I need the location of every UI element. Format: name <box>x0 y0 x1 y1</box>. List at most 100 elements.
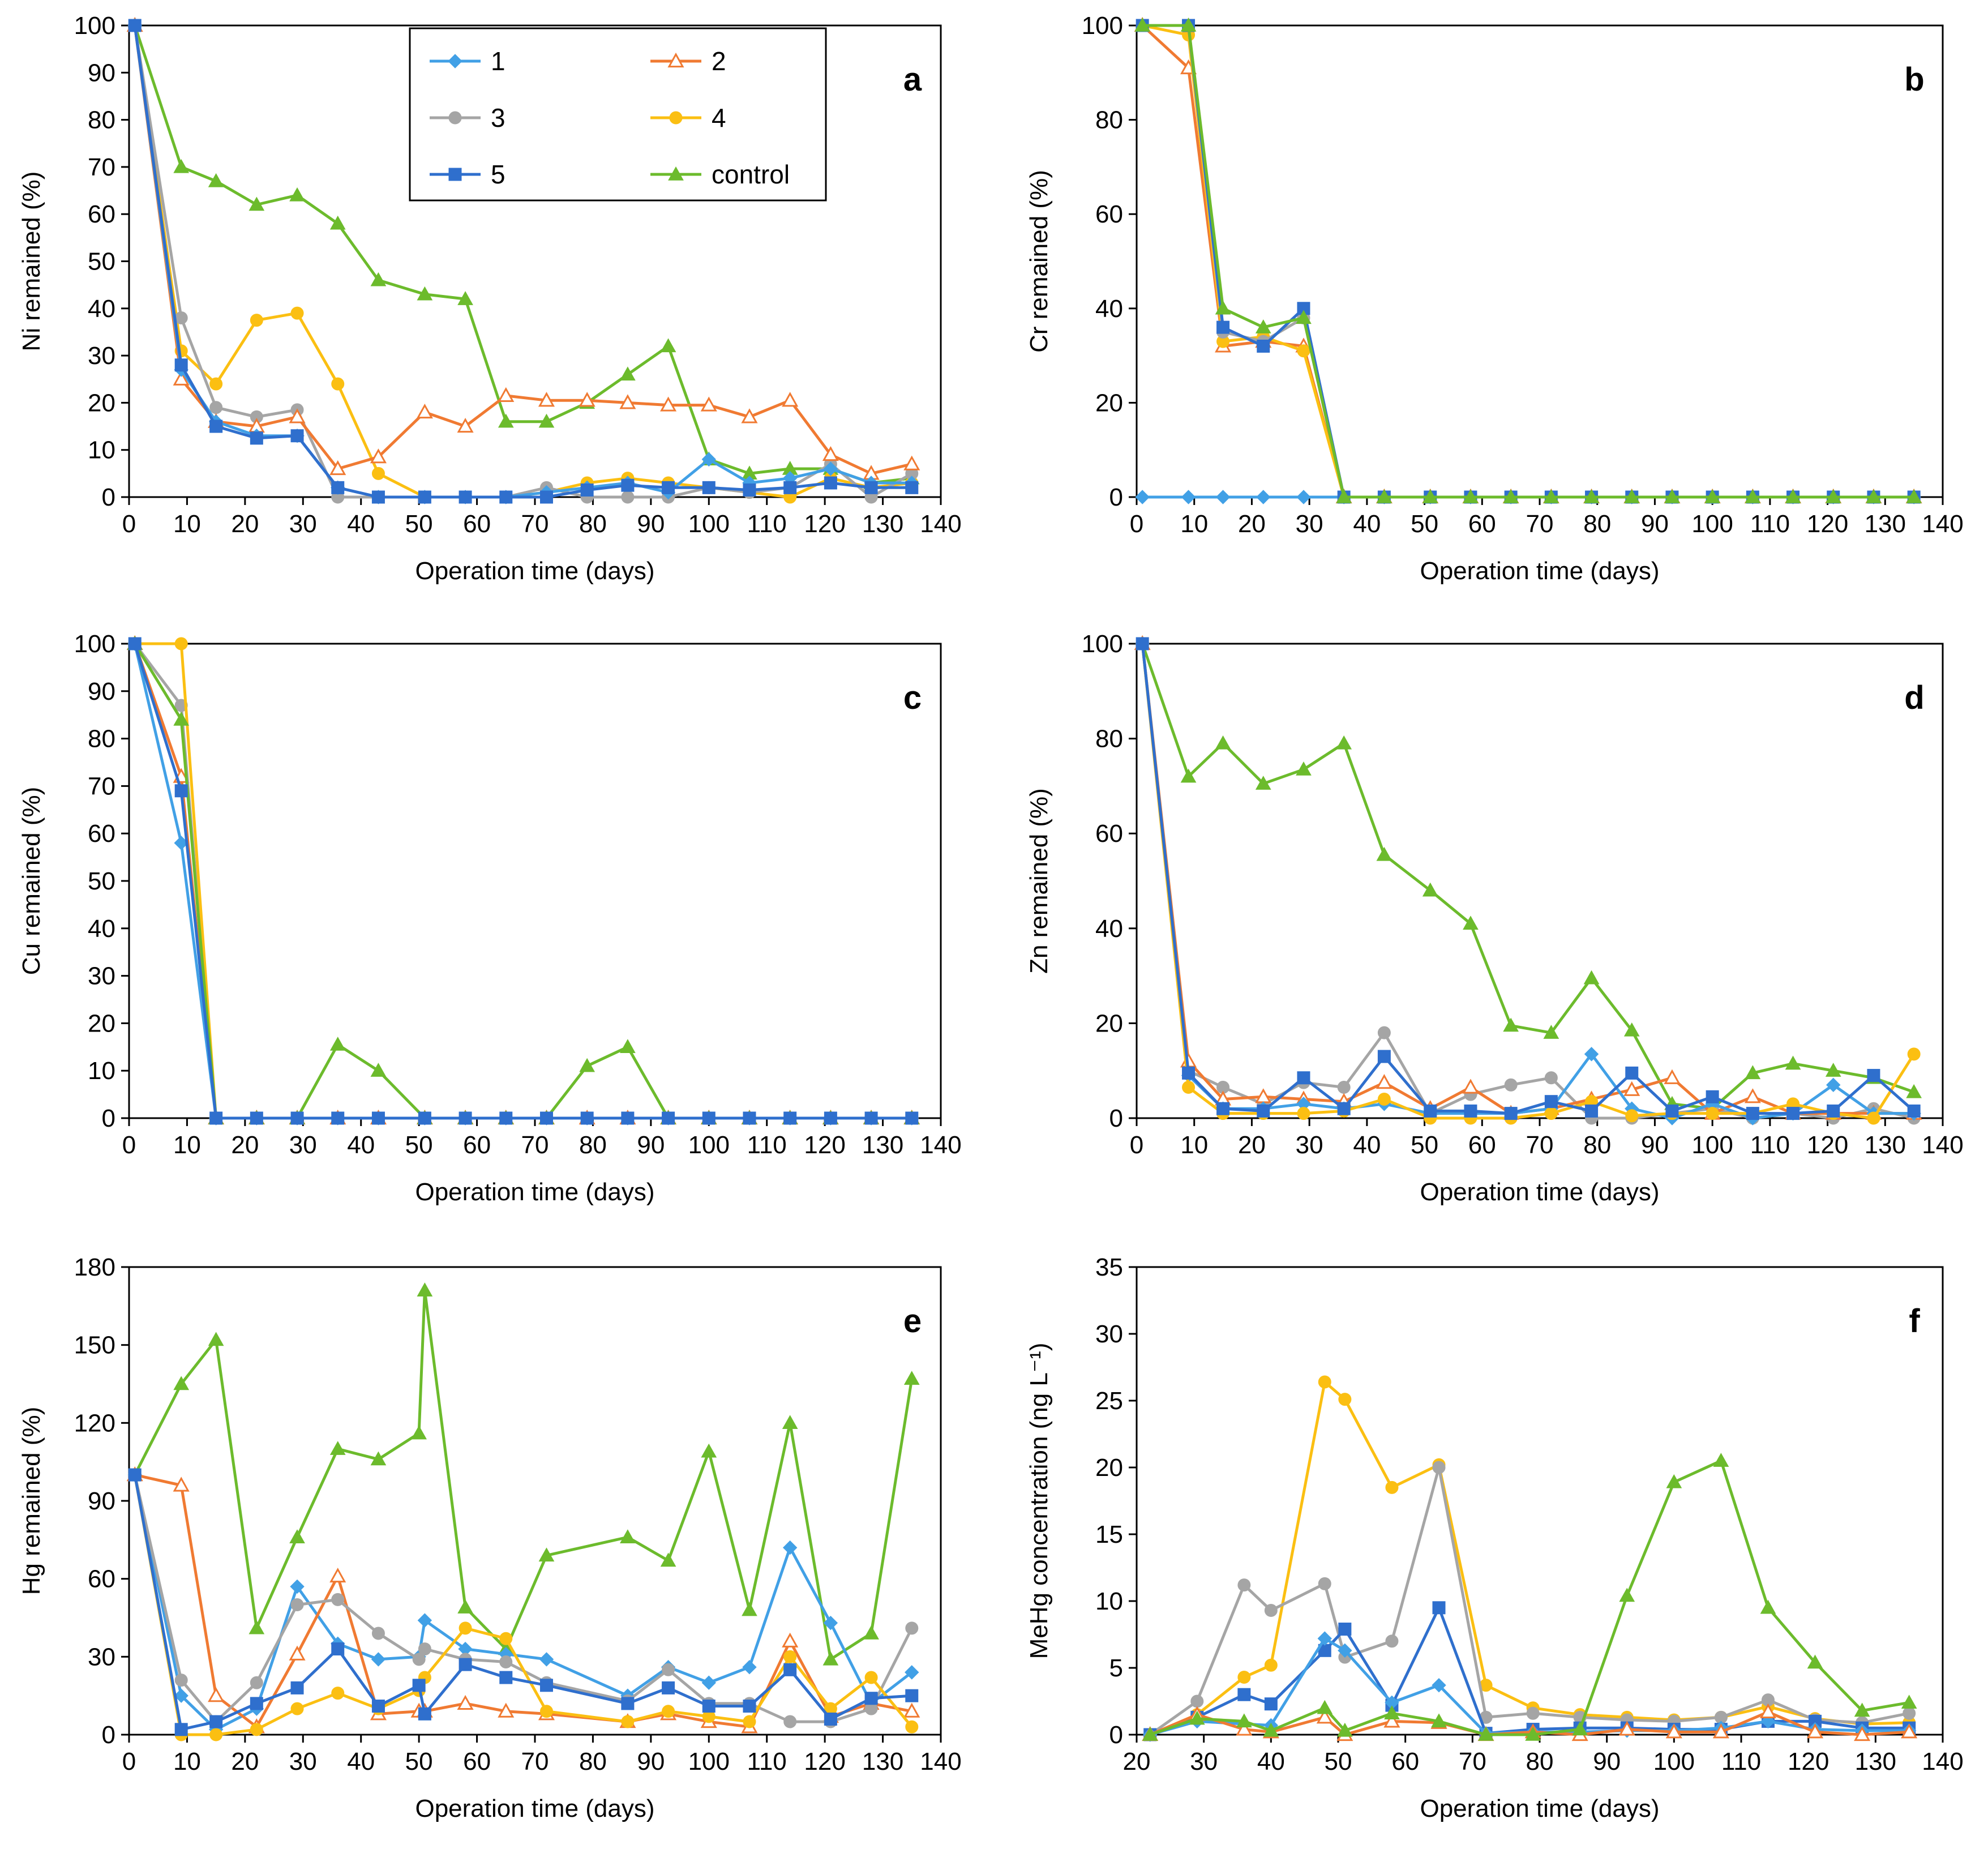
x-tick-label-f: 130 <box>1855 1748 1896 1775</box>
series-line-e-control <box>133 1289 914 1661</box>
data-point-e-2 <box>329 1567 346 1583</box>
data-point-a-5 <box>783 481 797 494</box>
x-tick-label-b: 20 <box>1238 510 1266 538</box>
data-point-d-2 <box>1462 1079 1479 1094</box>
x-tick-label-d: 30 <box>1296 1131 1323 1159</box>
x-tick-label-d: 130 <box>1865 1131 1906 1159</box>
data-point-f-3 <box>1903 1706 1916 1720</box>
series-line-a-5 <box>133 25 912 499</box>
x-tick-label-c: 60 <box>463 1131 491 1159</box>
y-tick-label-d: 80 <box>1095 725 1123 753</box>
data-point-e-control <box>903 1371 920 1385</box>
series-line-a-control <box>133 25 912 485</box>
series-line-e-3 <box>133 1474 914 1723</box>
x-tick-label-a: 40 <box>347 510 375 538</box>
x-tick-label-f: 50 <box>1325 1748 1352 1775</box>
data-point-c-5 <box>371 1111 385 1125</box>
data-point-a-2 <box>457 417 474 433</box>
data-point-f-5 <box>1338 1623 1352 1636</box>
x-tick-label-c: 90 <box>637 1131 665 1159</box>
x-tick-label-e: 30 <box>289 1748 317 1775</box>
y-tick-label-d: 20 <box>1095 1009 1123 1037</box>
series-line-e-5 <box>133 1474 912 1731</box>
legend-label-3: 3 <box>491 103 505 132</box>
x-tick-label-f: 30 <box>1190 1748 1218 1775</box>
y-tick-label-c: 100 <box>74 630 115 658</box>
x-tick-label-d: 20 <box>1238 1131 1266 1159</box>
data-point-a-control <box>538 413 555 428</box>
y-tick-label-e: 90 <box>88 1487 115 1515</box>
data-point-d-5 <box>1867 1069 1880 1082</box>
x-tick-label-d: 90 <box>1641 1131 1669 1159</box>
x-tick-label-b: 10 <box>1180 510 1208 538</box>
x-tick-label-e: 20 <box>231 1748 259 1775</box>
data-point-f-2 <box>1901 1723 1918 1739</box>
data-point-d-5 <box>1377 1050 1391 1063</box>
data-point-e-control <box>822 1651 839 1666</box>
series-f-3 <box>1143 1461 1916 1741</box>
data-point-c-control <box>579 1058 595 1072</box>
data-point-e-control <box>173 1376 190 1390</box>
data-point-c-control <box>173 712 190 726</box>
y-tick-label-a: 70 <box>88 153 115 181</box>
y-tick-label-b: 20 <box>1095 389 1123 417</box>
data-point-f-control <box>1713 1453 1729 1467</box>
data-point-e-2 <box>289 1645 306 1661</box>
data-point-e-control <box>208 1332 224 1346</box>
data-point-e-control <box>289 1529 305 1543</box>
data-point-d-control <box>1583 970 1600 985</box>
data-point-a-2 <box>498 387 515 403</box>
x-tick-label-c: 0 <box>122 1131 136 1159</box>
data-point-a-4 <box>250 314 263 327</box>
y-tick-label-a: 30 <box>88 342 115 370</box>
data-point-a-control <box>208 173 224 187</box>
data-point-d-5 <box>1827 1104 1840 1118</box>
data-point-d-control <box>1215 735 1231 750</box>
data-point-a-5 <box>174 358 188 372</box>
data-point-e-1 <box>539 1652 554 1667</box>
data-point-a-control <box>289 187 305 202</box>
data-point-c-5 <box>459 1111 472 1125</box>
panel-c: 0 10 20 30 40 50 60 70 80 90 100 110 120 130 140 0 10 20 3… <box>18 630 962 1206</box>
data-point-e-3 <box>331 1593 345 1606</box>
data-point-f-4 <box>1318 1375 1331 1389</box>
x-tick-label-a: 70 <box>521 510 549 538</box>
data-point-a-3 <box>209 401 223 414</box>
data-point-e-5 <box>824 1712 837 1726</box>
data-point-e-2 <box>498 1702 515 1718</box>
data-point-d-4 <box>1297 1107 1310 1120</box>
x-tick-label-e: 140 <box>920 1748 961 1775</box>
data-point-a-5 <box>662 481 675 494</box>
data-point-f-control <box>1572 1721 1588 1736</box>
data-point-e-4 <box>621 1715 635 1728</box>
data-point-d-2 <box>1664 1069 1681 1084</box>
data-point-d-5 <box>1504 1107 1518 1120</box>
x-tick-label-a: 130 <box>862 510 903 538</box>
data-point-c-5 <box>539 1111 553 1125</box>
x-tick-label-b: 40 <box>1353 510 1381 538</box>
panel-letter-c: c <box>903 679 922 716</box>
data-point-a-control <box>498 413 514 428</box>
y-tick-label-d: 0 <box>1109 1105 1123 1132</box>
data-point-e-control <box>329 1441 346 1455</box>
data-point-a-5 <box>371 490 385 504</box>
data-point-e-5 <box>864 1692 878 1705</box>
data-point-f-control <box>1337 1722 1353 1737</box>
x-tick-label-c: 80 <box>579 1131 607 1159</box>
x-tick-label-e: 40 <box>347 1748 375 1775</box>
x-tick-label-f: 70 <box>1459 1748 1486 1775</box>
data-point-a-2 <box>741 408 758 423</box>
data-point-e-1 <box>782 1540 798 1555</box>
data-point-f-control <box>1478 1726 1494 1741</box>
x-tick-label-d: 60 <box>1468 1131 1496 1159</box>
y-tick-label-e: 30 <box>88 1643 115 1671</box>
x-tick-label-d: 70 <box>1526 1131 1554 1159</box>
data-point-e-4 <box>905 1720 919 1734</box>
y-tick-label-c: 0 <box>102 1105 115 1132</box>
data-point-d-5 <box>1337 1102 1351 1115</box>
data-point-e-4 <box>290 1702 304 1715</box>
data-point-e-5 <box>128 1468 142 1482</box>
data-point-c-5 <box>331 1111 345 1125</box>
y-tick-label-a: 100 <box>74 12 115 40</box>
data-point-d-4 <box>1706 1107 1719 1120</box>
